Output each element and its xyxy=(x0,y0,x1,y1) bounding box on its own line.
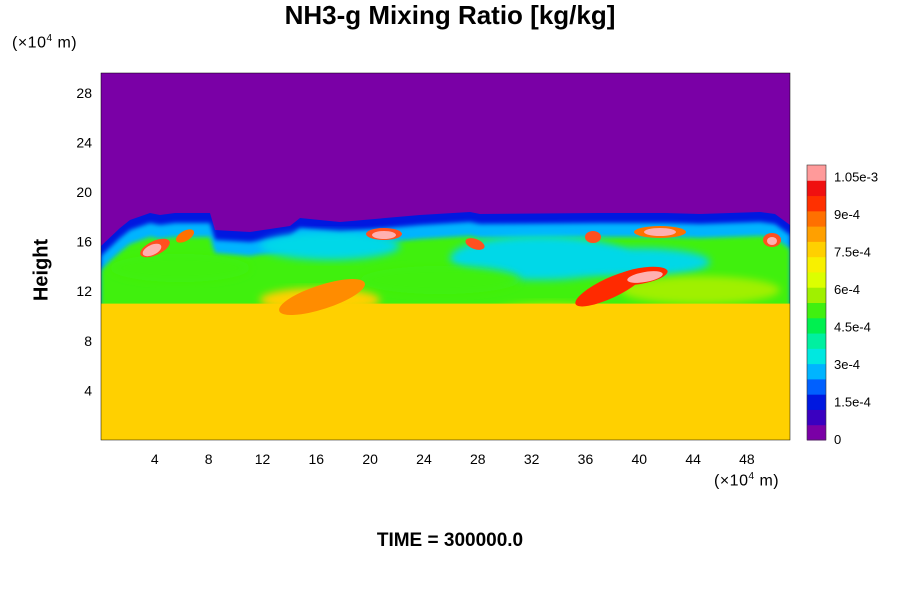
patch xyxy=(465,238,485,250)
patch xyxy=(585,231,601,243)
colorbar-swatch xyxy=(807,256,826,273)
colorbar-swatch xyxy=(807,424,826,441)
y-tick-label: 28 xyxy=(76,85,92,101)
colorbar-swatch xyxy=(807,271,826,288)
x-tick-label: 44 xyxy=(685,451,701,467)
colorbar-swatch xyxy=(807,302,826,319)
patch xyxy=(279,279,365,315)
region-lower-layer xyxy=(101,303,790,440)
x-tick-label: 12 xyxy=(255,451,271,467)
colorbar-tick-label: 3e-4 xyxy=(834,357,860,372)
y-tick-label: 20 xyxy=(76,184,92,200)
colorbar-swatch xyxy=(807,226,826,242)
colorbar-swatch xyxy=(807,363,826,380)
chart-title: NH3-g Mixing Ratio [kg/kg] xyxy=(284,0,616,30)
colorbar-swatch xyxy=(807,241,826,258)
x-tick-label: 8 xyxy=(205,451,213,467)
band-blob xyxy=(620,276,780,304)
time-label: TIME = 300000.0 xyxy=(376,530,524,551)
colorbar-swatch xyxy=(807,210,826,227)
patch-peak xyxy=(644,228,676,236)
y-tick-label: 24 xyxy=(76,134,92,150)
x-tick-label: 48 xyxy=(739,451,755,467)
x-tick-label: 24 xyxy=(416,451,432,467)
colorbar-swatch xyxy=(807,287,826,303)
colorbar-frame xyxy=(806,164,827,441)
x-tick-label: 36 xyxy=(578,451,594,467)
colorbar-swatch xyxy=(807,333,826,349)
colorbar-swatch xyxy=(807,378,826,395)
y-tick-label: 8 xyxy=(84,333,92,349)
colorbar-swatch xyxy=(807,394,826,410)
x-tick-label: 4 xyxy=(151,451,159,467)
plot-frame xyxy=(100,72,791,441)
colorbar-tick-label: 1.5e-4 xyxy=(834,395,871,410)
colorbar-tick-label: 9e-4 xyxy=(834,207,860,222)
patch-peak xyxy=(142,243,162,257)
patch-peak xyxy=(627,271,663,283)
x-tick-label: 16 xyxy=(309,451,325,467)
colorbar-swatch xyxy=(807,409,826,426)
patch-peak xyxy=(767,237,777,245)
colorbar-swatch xyxy=(807,165,826,181)
y-tick-label: 16 xyxy=(76,234,92,250)
band-blob xyxy=(110,254,250,282)
x-tick-label: 28 xyxy=(470,451,486,467)
band-blob xyxy=(570,248,710,276)
colorbar-swatch xyxy=(807,348,826,365)
x-tick-label: 40 xyxy=(631,451,647,467)
band-blob xyxy=(360,266,520,294)
colorbar-tick-label: 1.05e-3 xyxy=(834,170,878,185)
colorbar-swatch xyxy=(807,317,826,334)
patch xyxy=(175,229,195,243)
band-blob xyxy=(260,232,400,260)
colorbar-swatch xyxy=(807,195,826,212)
y-tick-label: 12 xyxy=(76,283,92,299)
y-axis-unit: (×104 m) xyxy=(12,33,78,52)
patch-peak xyxy=(372,231,396,239)
colorbar-tick-label: 6e-4 xyxy=(834,282,860,297)
colorbar-tick-label: 4.5e-4 xyxy=(834,320,871,335)
y-tick-label: 4 xyxy=(84,382,92,398)
colorbar-tick-label: 0 xyxy=(834,432,841,447)
x-tick-label: 32 xyxy=(524,451,540,467)
x-tick-label: 20 xyxy=(362,451,378,467)
colorbar-swatch xyxy=(807,180,826,197)
x-axis-unit: (×104 m) xyxy=(714,471,780,490)
high-concentration-patches xyxy=(140,226,781,315)
colorbar-tick-label: 7.5e-4 xyxy=(834,245,871,260)
